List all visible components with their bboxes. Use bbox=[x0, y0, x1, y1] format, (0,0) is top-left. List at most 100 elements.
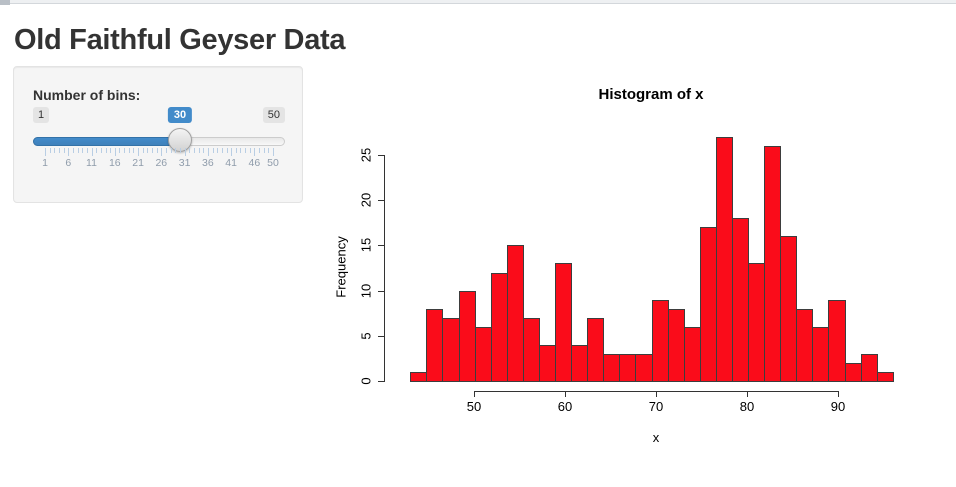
slider-grid-label: 1 bbox=[42, 157, 48, 169]
y-tick-label: 25 bbox=[358, 147, 374, 163]
x-tick-label: 90 bbox=[830, 399, 846, 414]
slider-grid-tick bbox=[245, 148, 247, 153]
slider-value-badge: 30 bbox=[167, 107, 193, 124]
browser-chrome-notch bbox=[0, 0, 10, 5]
slider-grid-tick bbox=[170, 148, 172, 153]
histogram-bar bbox=[555, 263, 572, 382]
slider-grid-tick bbox=[147, 148, 149, 153]
x-axis-tick bbox=[656, 392, 657, 397]
slider-grid-tick bbox=[175, 148, 177, 153]
slider-grid-tick bbox=[128, 148, 130, 153]
histogram-bar bbox=[700, 227, 717, 382]
histogram-bar bbox=[491, 273, 508, 382]
slider-grid-tick bbox=[77, 148, 79, 153]
slider-grid-tick bbox=[54, 148, 56, 153]
slider-grid-tick bbox=[268, 148, 270, 153]
histogram-bar bbox=[426, 309, 443, 382]
histogram-bar bbox=[652, 300, 669, 382]
x-axis-tick bbox=[747, 392, 748, 397]
histogram-bar bbox=[748, 263, 765, 382]
histogram-bar bbox=[764, 146, 781, 382]
slider-grid-tick bbox=[179, 148, 181, 153]
slider-grid-tick bbox=[217, 148, 219, 153]
histogram-bar bbox=[475, 327, 492, 382]
slider-min-badge: 1 bbox=[33, 107, 50, 124]
slider-grid-tick bbox=[193, 148, 195, 153]
histogram-bar bbox=[877, 372, 894, 382]
slider-grid-tick bbox=[110, 148, 112, 153]
histogram-bar bbox=[812, 327, 829, 382]
y-axis-tick bbox=[378, 155, 385, 156]
slider-grid-label: 26 bbox=[155, 157, 168, 169]
sidebar-panel: Number of bins: 1 50 30 1 6 11 16 21 26 31 36 41… bbox=[13, 66, 303, 203]
slider-grid-label: 11 bbox=[86, 157, 97, 169]
histogram-bar bbox=[796, 309, 813, 382]
slider-grid-tick bbox=[221, 148, 223, 153]
y-axis-label: Frequency bbox=[333, 236, 349, 298]
slider-grid-tick bbox=[63, 148, 65, 153]
x-axis-tick bbox=[838, 392, 839, 397]
slider-grid-tick bbox=[207, 148, 209, 156]
slider-grid-tick bbox=[72, 148, 74, 153]
y-axis-tick bbox=[378, 245, 385, 246]
slider-grid: 1 6 11 16 21 26 31 36 41 46 50 bbox=[33, 148, 285, 178]
x-axis-label: x bbox=[652, 430, 660, 445]
slider-grid-tick bbox=[198, 148, 200, 153]
slider-max-badge: 50 bbox=[262, 107, 285, 124]
slider-grid-tick bbox=[184, 148, 186, 156]
slider-grid-tick bbox=[105, 148, 107, 153]
x-tick-label: 60 bbox=[557, 399, 573, 414]
histogram-bar bbox=[523, 318, 540, 382]
slider-grid-label: 41 bbox=[225, 157, 237, 169]
slider-grid-tick bbox=[259, 148, 260, 153]
slider-grid-tick bbox=[100, 148, 102, 153]
slider-grid-label: 46 bbox=[248, 157, 261, 169]
bins-slider-label: Number of bins: bbox=[33, 87, 141, 103]
histogram-bar bbox=[603, 354, 620, 382]
slider-grid-tick bbox=[263, 148, 265, 153]
slider-grid-label: 50 bbox=[267, 157, 279, 169]
slider-grid-label: 16 bbox=[108, 157, 121, 169]
slider-grid-label: 36 bbox=[202, 157, 214, 169]
x-tick-label: 80 bbox=[739, 399, 755, 414]
slider-grid-tick bbox=[82, 148, 84, 153]
slider-grid-tick bbox=[152, 148, 153, 153]
browser-chrome-edge bbox=[0, 0, 956, 5]
x-axis-tick bbox=[565, 392, 566, 397]
histogram-bar bbox=[635, 354, 653, 382]
histogram-bar bbox=[459, 291, 476, 382]
slider-grid-tick bbox=[133, 148, 135, 153]
y-tick-label: 0 bbox=[358, 377, 374, 385]
histogram-bar bbox=[828, 300, 846, 382]
slider-grid-tick bbox=[138, 148, 140, 156]
histogram-bar bbox=[780, 236, 797, 382]
slider-grid-label: 21 bbox=[132, 157, 144, 169]
x-tick-label: 50 bbox=[466, 399, 482, 414]
histogram-bar bbox=[571, 345, 588, 382]
y-tick-label: 15 bbox=[358, 237, 374, 253]
histogram-bar bbox=[716, 137, 733, 382]
histogram-bar bbox=[410, 372, 427, 382]
slider-grid-tick bbox=[86, 148, 88, 153]
bins-slider: 1 50 30 1 6 11 16 21 26 31 36 41 46 50 bbox=[33, 107, 285, 179]
histogram-bar bbox=[861, 354, 878, 382]
slider-grid-tick bbox=[96, 148, 98, 153]
y-axis-tick bbox=[378, 336, 385, 337]
y-tick-label: 5 bbox=[358, 332, 374, 340]
slider-grid-tick bbox=[59, 148, 60, 153]
slider-grid-tick bbox=[203, 148, 205, 153]
y-tick-label: 20 bbox=[358, 192, 374, 208]
y-axis-tick bbox=[378, 381, 385, 382]
histogram-bar bbox=[668, 309, 685, 382]
slider-grid-tick bbox=[142, 148, 144, 153]
slider-grid-tick bbox=[249, 148, 251, 153]
slider-grid-tick bbox=[166, 148, 167, 153]
histogram-bar bbox=[684, 327, 701, 382]
slider-grid-tick bbox=[68, 148, 70, 156]
x-axis-line bbox=[474, 391, 839, 392]
slider-grid-tick bbox=[114, 148, 116, 156]
slider-grid-tick bbox=[91, 148, 93, 156]
x-axis-tick bbox=[474, 392, 475, 397]
